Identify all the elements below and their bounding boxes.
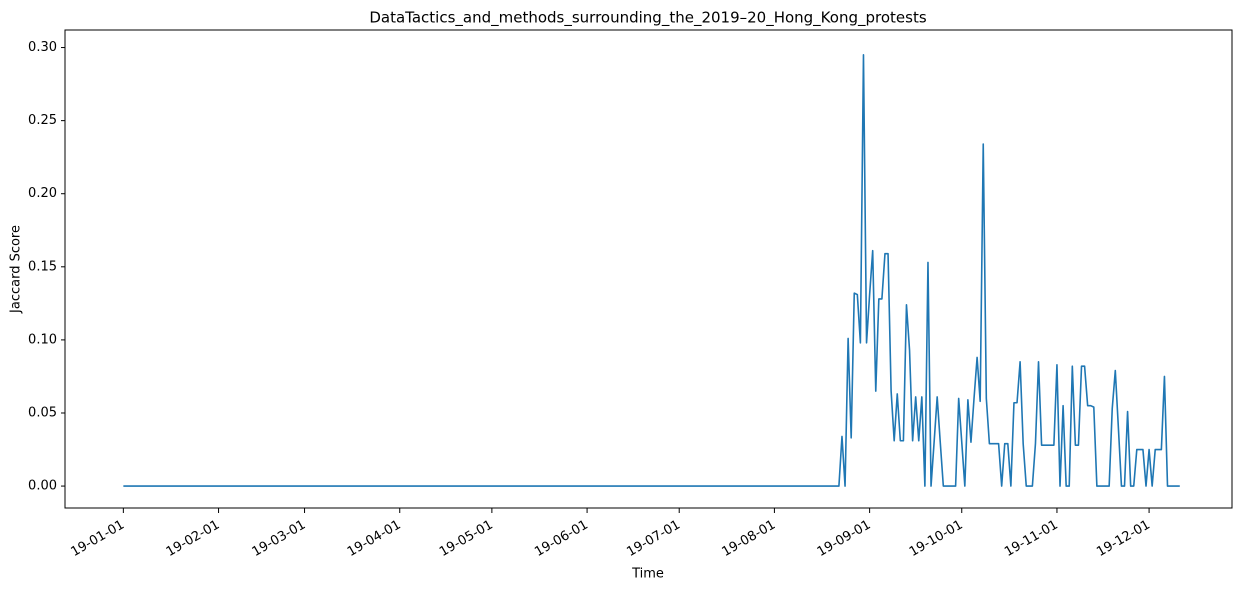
y-axis-label: Jaccard Score <box>9 225 24 314</box>
y-tick-label: 0.25 <box>28 113 57 128</box>
x-tick-label: 19-09-01 <box>815 518 874 560</box>
y-tick-label: 0.05 <box>28 405 57 420</box>
x-tick-label: 19-04-01 <box>345 518 404 560</box>
x-tick-label: 19-12-01 <box>1094 518 1153 560</box>
x-tick-label: 19-02-01 <box>164 518 223 560</box>
plot-frame <box>64 29 1233 509</box>
x-tick-label: 19-11-01 <box>1002 518 1061 560</box>
x-tick-label: 19-06-01 <box>532 518 591 560</box>
x-tick-label: 19-10-01 <box>907 518 966 560</box>
y-tick-label: 0.00 <box>28 479 57 494</box>
x-axis-label: Time <box>631 567 664 582</box>
chart-title: DataTactics_and_methods_surrounding_the_… <box>369 9 926 28</box>
x-tick-label: 19-08-01 <box>720 518 779 560</box>
y-tick-label: 0.30 <box>28 40 57 55</box>
y-tick-label: 0.15 <box>28 259 57 274</box>
x-tick-label: 19-03-01 <box>250 518 309 560</box>
x-tick-label: 19-05-01 <box>437 518 496 560</box>
y-tick-label: 0.10 <box>28 332 57 347</box>
y-tick-label: 0.20 <box>28 186 57 201</box>
data-line <box>123 54 1180 487</box>
x-tick-label: 19-01-01 <box>68 518 127 560</box>
x-tick-label: 19-07-01 <box>624 518 683 560</box>
